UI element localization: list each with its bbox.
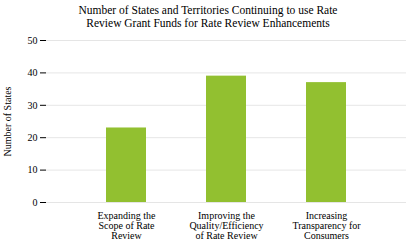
svg-text:Improving theQuality/Efficienc: Improving theQuality/Efficiencyof Rate R… xyxy=(189,210,263,241)
svg-text:Number of States: Number of States xyxy=(2,86,13,156)
svg-text:20: 20 xyxy=(28,132,38,143)
svg-text:IncreasingTransparency forCons: IncreasingTransparency forConsumers xyxy=(292,210,361,241)
svg-text:10: 10 xyxy=(28,164,38,175)
svg-text:Expanding theScope of RateRevi: Expanding theScope of RateReview xyxy=(97,210,156,241)
svg-text:0: 0 xyxy=(33,197,38,208)
html-text:Number of States and Territori: Number of States and Territories Continu… xyxy=(78,4,338,29)
svg-text:30: 30 xyxy=(28,100,38,111)
svg-text:50: 50 xyxy=(28,35,38,46)
svg-text:40: 40 xyxy=(28,67,38,78)
